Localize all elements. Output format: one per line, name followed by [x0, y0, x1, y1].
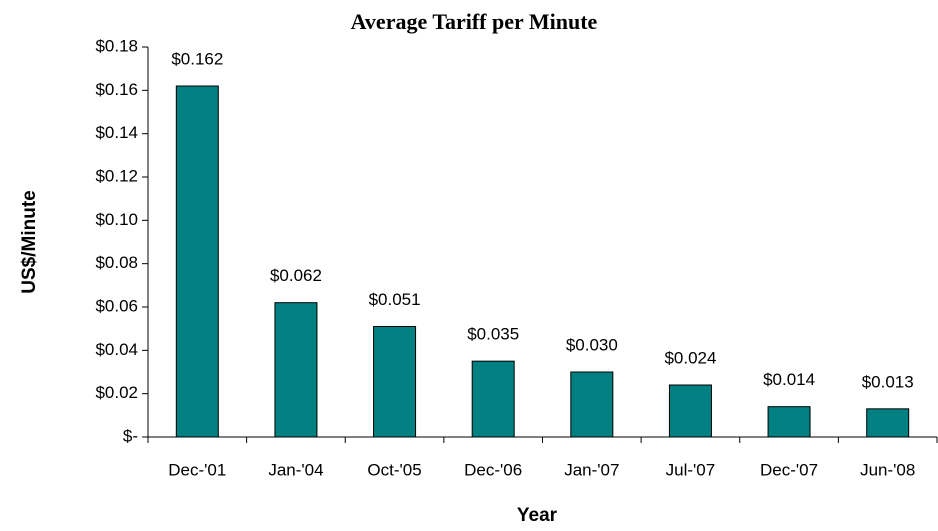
data-label: $0.024	[664, 348, 716, 367]
bar	[471, 360, 515, 438]
x-tick-label: Jan-'07	[564, 460, 619, 479]
y-tick-label: $-	[123, 426, 138, 445]
y-axis-title: US$/Minute	[19, 190, 40, 293]
data-label: $0.013	[862, 372, 914, 391]
x-tick-label: Jun-'08	[860, 460, 915, 479]
y-tick-label: $0.08	[95, 253, 138, 272]
y-tick-label: $0.12	[95, 166, 138, 185]
data-label: $0.030	[566, 335, 618, 354]
x-tick-label: Dec-'06	[464, 460, 522, 479]
bar	[668, 384, 712, 438]
y-tick-label: $0.16	[95, 80, 138, 99]
x-tick-label: Jul-'07	[666, 460, 716, 479]
bar	[570, 371, 614, 438]
y-tick-label: $0.14	[95, 123, 138, 142]
x-tick-label: Dec-'07	[760, 460, 818, 479]
bar	[274, 302, 318, 438]
x-tick-label: Jan-'04	[268, 460, 323, 479]
y-tick-label: $0.06	[95, 296, 138, 315]
x-tick-label: Oct-'05	[367, 460, 421, 479]
data-label: $0.062	[270, 266, 322, 285]
y-tick-label: $0.04	[95, 340, 138, 359]
data-label: $0.035	[467, 325, 519, 344]
x-tick-label: Dec-'01	[168, 460, 226, 479]
data-label: $0.014	[763, 370, 815, 389]
data-label: $0.051	[369, 290, 421, 309]
data-label: $0.162	[171, 49, 223, 68]
bar	[767, 406, 811, 438]
y-tick-label: $0.10	[95, 210, 138, 229]
chart-title: Average Tariff per Minute	[351, 9, 598, 34]
bar	[373, 326, 417, 438]
y-tick-label: $0.18	[95, 36, 138, 55]
y-tick-label: $0.02	[95, 383, 138, 402]
bar	[866, 408, 910, 438]
x-axis-title: Year	[517, 505, 558, 526]
bar	[175, 85, 219, 438]
